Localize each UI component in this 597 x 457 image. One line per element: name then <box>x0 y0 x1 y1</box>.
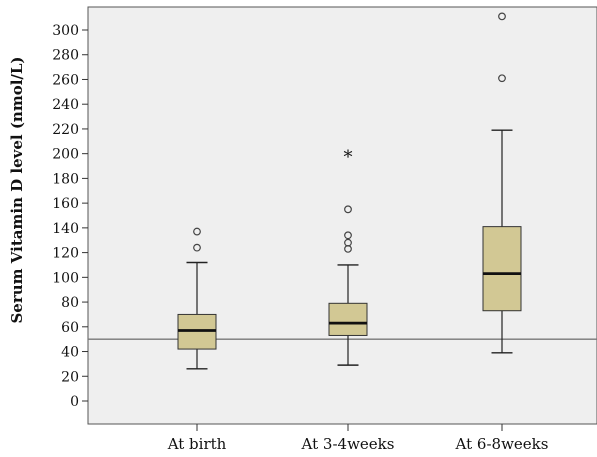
y-tick-label: 140 <box>52 221 79 237</box>
y-tick-label: 180 <box>52 171 79 187</box>
box-3 <box>482 12 522 354</box>
plot-area <box>87 6 597 425</box>
box-1 <box>177 227 217 370</box>
category-label: At 3-4weeks <box>301 435 395 453</box>
outlier-point <box>193 243 201 252</box>
x-axis: At birth At 3-4weeks At 6-8weeks <box>167 424 549 453</box>
outlier-point <box>344 205 352 214</box>
y-tick-label: 40 <box>61 345 79 361</box>
y-tick-label: 0 <box>70 394 79 410</box>
y-tick-label: 100 <box>52 270 79 286</box>
y-tick-label: 240 <box>52 97 79 113</box>
outlier-point <box>193 227 201 236</box>
outlier-point <box>498 12 506 21</box>
y-tick-label: 120 <box>52 246 79 262</box>
box-2: * <box>328 147 368 366</box>
iqr-box <box>328 302 368 336</box>
y-axis-title: Serum Vitamin D level (nmol/L) <box>8 56 26 323</box>
category-label: At birth <box>167 435 227 453</box>
iqr-box <box>482 226 522 312</box>
y-tick-label: 200 <box>52 147 79 163</box>
y-tick-label: 220 <box>52 122 79 138</box>
y-tick-label: 160 <box>52 196 79 212</box>
boxes-group: * <box>177 12 522 370</box>
y-tick-label: 280 <box>52 48 79 64</box>
y-tick-label: 20 <box>61 369 79 385</box>
extreme-point: * <box>344 147 353 168</box>
y-axis: 0 20 40 60 80 100 120 140 160 180 200 220 240 260 280 3… <box>52 23 88 410</box>
y-tick-label: 260 <box>52 72 79 88</box>
y-tick-label: 80 <box>61 295 79 311</box>
outlier-point <box>344 231 352 240</box>
category-label: At 6-8weeks <box>455 435 549 453</box>
y-tick-label: 60 <box>61 320 79 336</box>
outlier-point <box>344 238 352 247</box>
y-tick-label: 300 <box>52 23 79 39</box>
outlier-point <box>498 74 506 83</box>
